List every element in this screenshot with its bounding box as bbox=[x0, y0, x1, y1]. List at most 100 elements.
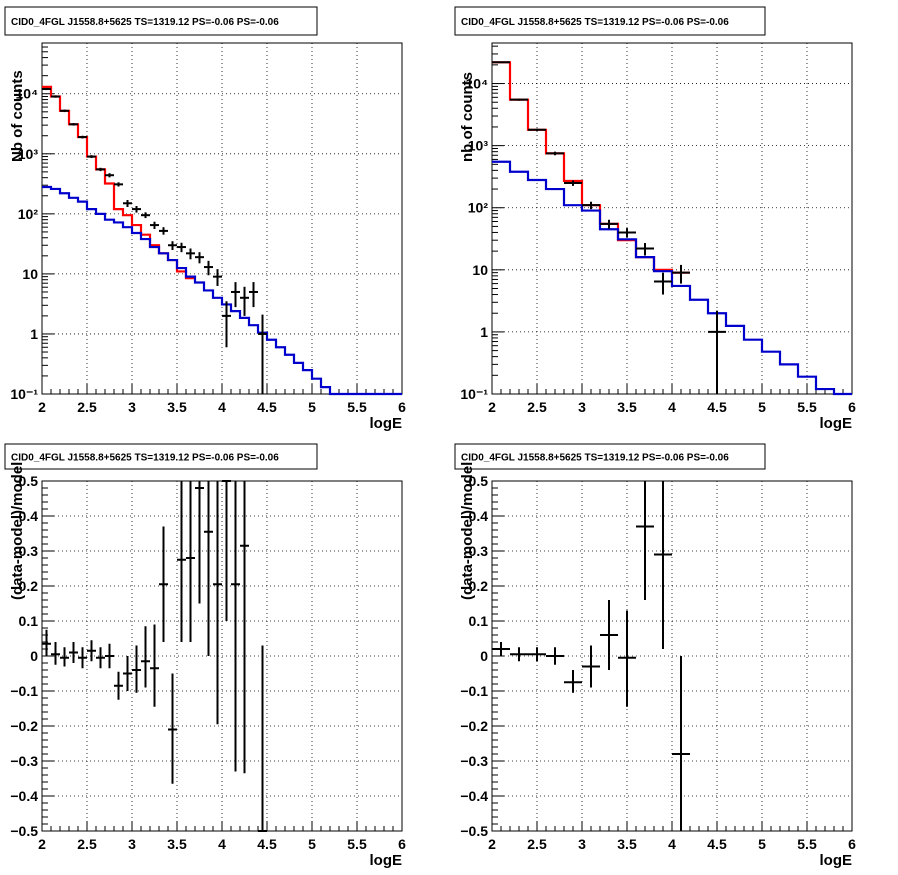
y-tick-label: 10 bbox=[22, 266, 38, 282]
y-tick-label: 0.5 bbox=[19, 473, 39, 489]
y-tick-label: 0.2 bbox=[469, 578, 489, 594]
x-tick-label: 5 bbox=[758, 399, 766, 415]
data-point bbox=[60, 109, 69, 113]
x-tick-label: 2.5 bbox=[527, 836, 547, 852]
data-point bbox=[546, 647, 564, 665]
panel-bottom-right: CID0_4FGL J1558.8+5625 TS=1319.12 PS=-0.… bbox=[454, 443, 856, 869]
data-point bbox=[177, 242, 186, 253]
x-tick-label: 4 bbox=[668, 399, 676, 415]
y-tick-label: 0.3 bbox=[19, 543, 39, 559]
data-point bbox=[78, 135, 87, 139]
x-tick-label: 2.5 bbox=[77, 836, 97, 852]
x-tick-label: 5 bbox=[308, 399, 316, 415]
y-tick-label: 10⁻¹ bbox=[460, 386, 488, 402]
x-tick-label: 3 bbox=[578, 399, 586, 415]
chart-title: CID0_4FGL J1558.8+5625 TS=1319.12 PS=-0.… bbox=[461, 17, 729, 28]
data-point bbox=[654, 272, 672, 295]
y-tick-label: 0.4 bbox=[19, 508, 39, 524]
y-tick-label: −0.1 bbox=[460, 683, 488, 699]
x-tick-label: 6 bbox=[848, 399, 856, 415]
data-point bbox=[600, 600, 618, 670]
histogram-red bbox=[492, 61, 690, 274]
data-point bbox=[150, 221, 159, 229]
data-point bbox=[69, 123, 78, 126]
data-point bbox=[114, 671, 123, 700]
x-tick-label: 4 bbox=[668, 836, 676, 852]
x-tick-label: 2 bbox=[38, 399, 46, 415]
x-tick-label: 4.5 bbox=[257, 399, 277, 415]
y-tick-label: 0 bbox=[30, 648, 38, 664]
y-tick-label: 10⁴ bbox=[466, 76, 489, 92]
data-point bbox=[123, 656, 132, 691]
data-point bbox=[618, 228, 636, 238]
data-point bbox=[654, 481, 672, 649]
data-point bbox=[636, 243, 654, 256]
x-tick-label: 2.5 bbox=[527, 399, 547, 415]
data-point bbox=[528, 128, 546, 132]
y-tick-label: 10² bbox=[468, 200, 489, 216]
data-point bbox=[150, 624, 159, 707]
y-tick-label: 10² bbox=[18, 206, 39, 222]
data-point bbox=[249, 282, 258, 308]
x-tick-label: 5 bbox=[308, 836, 316, 852]
data-point bbox=[141, 626, 150, 688]
x-tick-label: 5.5 bbox=[347, 836, 367, 852]
data-point bbox=[177, 481, 186, 642]
data-point bbox=[222, 301, 231, 348]
x-tick-label: 6 bbox=[848, 836, 856, 852]
y-tick-label: −0.2 bbox=[460, 718, 488, 734]
title-box bbox=[4, 443, 318, 470]
data-point bbox=[78, 647, 87, 669]
data-point bbox=[636, 481, 654, 600]
y-tick-label: 0.1 bbox=[19, 613, 39, 629]
data-point bbox=[231, 481, 240, 772]
data-point bbox=[204, 481, 213, 656]
data-point bbox=[618, 610, 636, 707]
data-point bbox=[159, 526, 168, 642]
data-point bbox=[231, 282, 240, 308]
y-tick-label: 10³ bbox=[468, 138, 489, 154]
data-point bbox=[240, 481, 249, 774]
x-tick-label: 4.5 bbox=[707, 836, 727, 852]
histogram-blue bbox=[42, 185, 402, 396]
data-point bbox=[708, 310, 726, 394]
x-tick-label: 4.5 bbox=[257, 836, 277, 852]
data-point bbox=[87, 155, 96, 159]
x-tick-label: 6 bbox=[398, 399, 406, 415]
panel-bottom-left: CID0_4FGL J1558.8+5625 TS=1319.12 PS=-0.… bbox=[4, 443, 406, 869]
data-point bbox=[96, 647, 105, 669]
data-point bbox=[105, 173, 114, 178]
y-tick-label: −0.2 bbox=[10, 718, 38, 734]
data-point bbox=[42, 629, 51, 656]
data-point bbox=[600, 219, 618, 229]
data-point bbox=[258, 314, 267, 394]
data-point bbox=[492, 61, 510, 64]
y-tick-label: −0.1 bbox=[10, 683, 38, 699]
data-point bbox=[123, 200, 132, 208]
y-tick-label: 10 bbox=[472, 262, 488, 278]
y-axis-label: (data-model)/model bbox=[459, 462, 476, 600]
data-point bbox=[186, 248, 195, 260]
data-point bbox=[132, 206, 141, 213]
data-point bbox=[114, 182, 123, 187]
x-tick-label: 6 bbox=[398, 836, 406, 852]
data-point bbox=[582, 201, 600, 210]
data-point bbox=[195, 252, 204, 264]
y-tick-label: 0.1 bbox=[469, 613, 489, 629]
y-tick-label: 0.5 bbox=[469, 473, 489, 489]
data-point bbox=[42, 87, 51, 91]
y-axis-label: Nb of counts bbox=[9, 70, 26, 162]
y-tick-label: 0 bbox=[480, 648, 488, 664]
data-point bbox=[69, 642, 78, 663]
x-tick-label: 5 bbox=[758, 836, 766, 852]
data-point bbox=[168, 241, 177, 251]
x-axis-label: logE bbox=[370, 852, 403, 869]
x-tick-label: 5.5 bbox=[797, 836, 817, 852]
x-tick-label: 2 bbox=[38, 836, 46, 852]
x-axis-label: logE bbox=[820, 415, 853, 432]
x-tick-label: 3.5 bbox=[617, 836, 637, 852]
panel-top-left: CID0_4FGL J1558.8+5625 TS=1319.12 PS=-0.… bbox=[4, 6, 406, 432]
x-tick-label: 5.5 bbox=[347, 399, 367, 415]
x-axis-label: logE bbox=[370, 415, 403, 432]
